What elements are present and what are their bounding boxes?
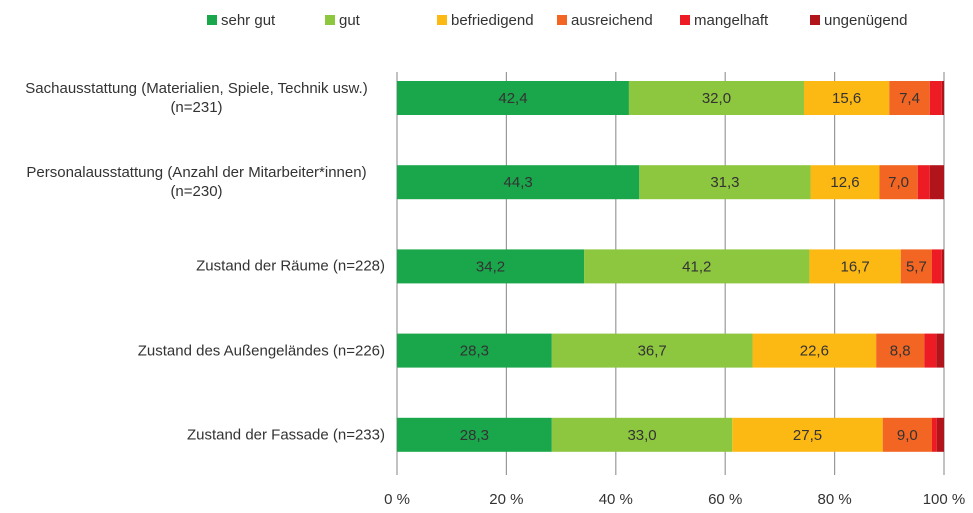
bar-segment [941, 249, 944, 284]
value-label: 27,5 [793, 427, 822, 444]
bar-segment [803, 81, 890, 115]
legend-label: mangelhaft [694, 12, 769, 29]
value-label: 34,2 [476, 258, 505, 275]
legend-label: gut [339, 12, 361, 29]
legend-swatch [680, 15, 690, 25]
legend-swatch [207, 15, 217, 25]
y-tick-label: Zustand der Fassade (n=233) [8, 425, 385, 444]
value-label: 5,7 [906, 258, 927, 275]
x-tick-label: 0 % [384, 491, 410, 508]
value-label: 41,2 [682, 258, 711, 275]
bar-segment [628, 81, 804, 115]
x-tick-label: 20 % [489, 491, 523, 508]
legend-label: befriedigend [451, 12, 534, 29]
legend-label: sehr gut [221, 12, 276, 29]
bar-segment [876, 333, 925, 368]
x-tick-label: 100 % [923, 491, 966, 508]
bar-segment [810, 165, 880, 200]
category-text: Zustand der Fassade (n=233) [186, 426, 385, 444]
value-label: 12,6 [830, 174, 859, 191]
bar-segment [941, 81, 944, 115]
x-tick-label: 80 % [817, 491, 851, 508]
bar-segment [936, 417, 944, 452]
bar-segment [732, 417, 883, 452]
category-text: Personalausstattung (Anzahl der Mitarbei… [26, 164, 367, 201]
bar-segment [397, 417, 552, 452]
bar-segment [397, 81, 629, 115]
legend-swatch [437, 15, 447, 25]
y-tick-label: Zustand des Außengeländes (n=226) [8, 341, 385, 360]
legend-swatch [810, 15, 820, 25]
bar-segment [917, 165, 930, 200]
bar-segment [397, 249, 585, 284]
value-label: 15,6 [832, 90, 861, 107]
legend-label: ausreichend [571, 12, 653, 29]
bar-segment [584, 249, 810, 284]
bar-segment [397, 333, 552, 368]
bar-segment [929, 81, 942, 115]
legend-swatch [557, 15, 567, 25]
value-label: 8,8 [890, 343, 911, 360]
x-tick-label: 40 % [599, 491, 633, 508]
bar-segment [929, 165, 944, 200]
bar-segment [924, 333, 937, 368]
y-tick-label: Personalausstattung (Anzahl der Mitarbei… [8, 163, 385, 201]
bar-segment [931, 417, 937, 452]
bar-segment [882, 417, 932, 452]
bar-segment [889, 81, 930, 115]
legend-swatch [325, 15, 335, 25]
value-label: 42,4 [498, 90, 527, 107]
value-label: 32,0 [702, 90, 731, 107]
bar-segment [752, 333, 877, 368]
category-text: Zustand der Räume (n=228) [196, 257, 385, 275]
bar-segment [809, 249, 901, 284]
y-tick-label: Zustand der Räume (n=228) [8, 257, 385, 276]
bar-segment [397, 165, 640, 200]
value-label: 31,3 [710, 174, 739, 191]
value-label: 44,3 [504, 174, 533, 191]
bar-segment [551, 417, 733, 452]
y-tick-label: Sachausstattung (Materialien, Spiele, Te… [8, 79, 385, 117]
x-tick-label: 60 % [708, 491, 742, 508]
category-text: Sachausstattung (Materialien, Spiele, Te… [25, 80, 368, 116]
bar-segment [936, 333, 944, 368]
value-label: 36,7 [638, 343, 667, 360]
bar-segment [879, 165, 918, 200]
bar-segment [931, 249, 942, 284]
value-label: 16,7 [841, 258, 870, 275]
value-label: 28,3 [460, 427, 489, 444]
category-text: Zustand des Außengeländes (n=226) [137, 342, 385, 360]
value-label: 7,0 [888, 174, 909, 191]
bar-segment [639, 165, 811, 200]
value-label: 22,6 [800, 343, 829, 360]
value-label: 28,3 [460, 343, 489, 360]
value-label: 33,0 [627, 427, 656, 444]
legend-label: ungenügend [824, 12, 907, 29]
value-label: 9,0 [897, 427, 918, 444]
bar-segment [900, 249, 932, 284]
bar-segment [551, 333, 753, 368]
value-label: 7,4 [899, 90, 920, 107]
